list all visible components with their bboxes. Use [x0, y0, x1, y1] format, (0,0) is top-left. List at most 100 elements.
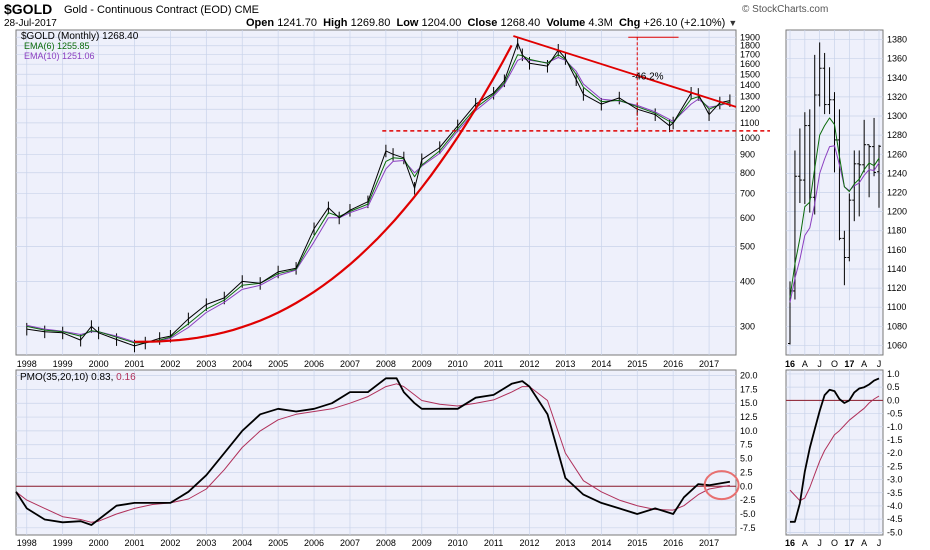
ema6-legend-label: EMA(6) 1255.85 [24, 41, 90, 51]
pmo-legend-value: PMO(35,20,10) 0.83, [20, 372, 116, 383]
pmo-y-tick-label: 10.0 [740, 426, 758, 436]
pmo-y-tick-label: -5.0 [740, 509, 756, 519]
zoom-ema6-line [789, 117, 880, 298]
pmo-x-tick-label: 2007 [340, 538, 360, 548]
zoom-pmo-signal-line [789, 395, 880, 502]
price-y-tick-label: 1700 [740, 50, 760, 60]
date-label: 28-Jul-2017 [4, 18, 57, 29]
pmo-y-tick-label: 7.5 [740, 440, 753, 450]
pmo-line [15, 377, 731, 526]
price-x-tick-label: 2017 [699, 359, 719, 369]
chg-label: Chg [618, 17, 641, 29]
pmo-y-tick-label: 0.0 [740, 481, 753, 491]
chg-value: +26.10 (+2.10%) [643, 17, 726, 29]
price-y-tick-label: 800 [740, 168, 755, 178]
pmo-y-tick-label: 15.0 [740, 398, 758, 408]
price-x-tick-label: 1999 [53, 359, 73, 369]
price-x-tick-label: 2000 [89, 359, 109, 369]
price-x-tick-label: 2006 [304, 359, 324, 369]
pmo-x-tick-label: 2014 [591, 538, 611, 548]
volume-label: Volume [546, 17, 586, 29]
price-y-tick-label: 1100 [740, 118, 759, 128]
pmo-y-tick-label: 2.5 [740, 467, 753, 477]
zoom-price-y-tick-label: 1200 [887, 207, 907, 217]
price-x-tick-label: 2001 [124, 359, 144, 369]
price-y-tick-label: 500 [740, 241, 755, 251]
price-x-tick-label: 2007 [340, 359, 360, 369]
pmo-legend-label: PMO(35,20,10) 0.83, 0.16 [20, 372, 136, 383]
pmo-x-tick-label: 2016 [663, 538, 683, 548]
price-x-tick-label: 2003 [196, 359, 216, 369]
zoom-price-y-tick-label: 1300 [887, 111, 907, 121]
zoom-price-x-tick-label: J [877, 359, 882, 369]
pmo-x-tick-label: 2004 [232, 538, 252, 548]
pmo-x-tick-label: 2001 [124, 538, 144, 548]
price-y-tick-label: 300 [740, 321, 755, 331]
price-y-tick-label: 1200 [740, 104, 760, 114]
price-y-tick-label: 1400 [740, 80, 760, 90]
zoom-pmo-x-tick-label: A [802, 538, 808, 548]
pmo-y-tick-label: -7.5 [740, 523, 756, 533]
pmo-y-tick-label: 12.5 [740, 412, 758, 422]
zoom-price-x-tick-label: O [831, 359, 838, 369]
zoom-pmo-y-tick-label: -5.0 [887, 527, 903, 537]
open-value: 1241.70 [277, 17, 317, 29]
zoom-pmo-x-tick-label: A [861, 538, 867, 548]
pmo-x-tick-label: 2002 [160, 538, 180, 548]
price-x-tick-label: 2014 [591, 359, 611, 369]
pmo-crossover-circle [703, 470, 740, 501]
instrument-title: Gold - Continuous Contract (EOD) [64, 4, 232, 16]
resistance-trendline [513, 35, 737, 108]
low-label: Low [396, 17, 419, 29]
quote-bar: Open 1241.70 High 1269.80 Low 1204.00 Cl… [246, 17, 737, 29]
dropdown-triangle-icon[interactable]: ▼ [728, 18, 738, 28]
zoom-pmo-y-tick-label: -2.0 [887, 448, 903, 458]
pmo-x-tick-label: 1998 [17, 538, 37, 548]
zoom-pmo-y-tick-label: -3.0 [887, 475, 903, 485]
brand-label[interactable]: © StockCharts.com [742, 4, 829, 15]
zoom-price-y-tick-label: 1080 [887, 321, 907, 331]
high-value: 1269.80 [350, 17, 391, 29]
close-label: Close [467, 17, 498, 29]
price-x-tick-label: 2010 [448, 359, 468, 369]
pmo-signal-legend-value: 0.16 [116, 372, 136, 383]
zoom-price-y-tick-label: 1160 [887, 245, 906, 255]
zoom-price-y-tick-label: 1380 [887, 35, 907, 45]
decline-percent-label: -46.2% [632, 72, 664, 83]
zoom-pmo-y-tick-label: 0.5 [887, 382, 900, 392]
pmo-x-tick-label: 2012 [520, 538, 540, 548]
pmo-x-tick-label: 2009 [412, 538, 432, 548]
zoom-pmo-x-tick-label: J [877, 538, 882, 548]
ema10-legend-label: EMA(10) 1251.06 [24, 51, 95, 61]
price-legend-label: $GOLD (Monthly) 1268.40 [21, 31, 139, 42]
zoom-pmo-y-tick-label: -2.5 [887, 461, 903, 471]
zoom-price-y-tick-label: 1280 [887, 130, 907, 140]
price-y-tick-label: 700 [740, 189, 755, 199]
pmo-y-tick-label: -2.5 [740, 495, 756, 505]
price-x-tick-label: 2004 [232, 359, 252, 369]
price-x-tick-label: 1998 [17, 359, 37, 369]
zoom-price-y-tick-label: 1260 [887, 149, 907, 159]
zoom-pmo-y-tick-label: -4.5 [887, 514, 903, 524]
zoom-price-x-tick-label: 17 [844, 359, 854, 369]
price-x-tick-label: 2012 [520, 359, 540, 369]
high-label: High [323, 17, 348, 29]
exchange-label: CME [234, 4, 260, 16]
price-x-tick-label: 2016 [663, 359, 683, 369]
pmo-x-tick-label: 2017 [699, 538, 719, 548]
pmo-x-tick-label: 2011 [484, 538, 503, 548]
price-x-tick-label: 2013 [555, 359, 575, 369]
pmo-x-tick-label: 2006 [304, 538, 324, 548]
price-x-tick-label: 2015 [627, 359, 647, 369]
zoom-pmo-y-tick-label: -1.0 [887, 422, 903, 432]
zoom-pmo-y-tick-label: -4.0 [887, 501, 903, 511]
pmo-x-tick-label: 2013 [555, 538, 575, 548]
zoom-price-y-tick-label: 1060 [887, 340, 907, 350]
zoom-price-y-tick-label: 1120 [887, 283, 906, 293]
zoom-price-x-tick-label: A [861, 359, 867, 369]
price-y-tick-label: 1900 [740, 32, 760, 42]
price-x-tick-label: 2002 [160, 359, 180, 369]
pmo-x-tick-label: 1999 [53, 538, 73, 548]
zoom-pmo-x-tick-label: 17 [844, 538, 854, 548]
